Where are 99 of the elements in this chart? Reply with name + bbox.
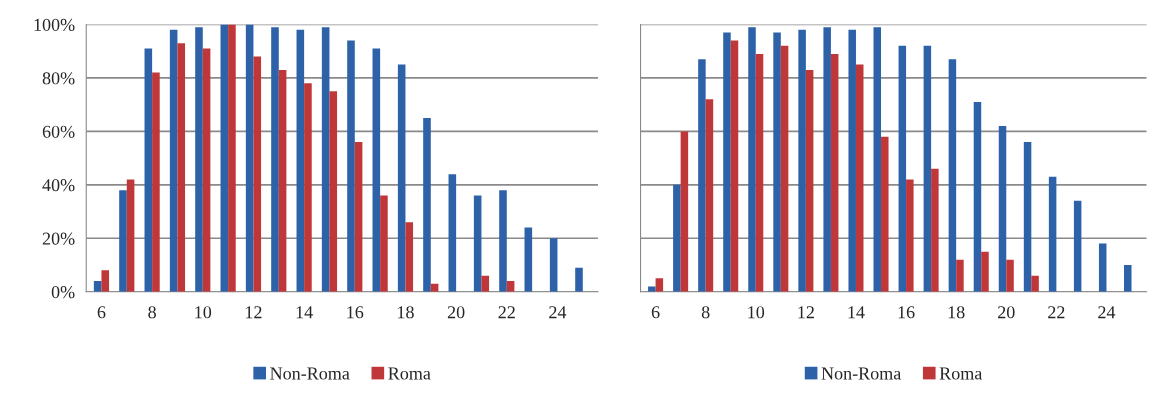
bar — [152, 72, 160, 292]
bar — [923, 45, 932, 292]
bar — [405, 222, 414, 292]
x-tick-label: 12 — [798, 306, 814, 319]
bar — [881, 136, 889, 292]
bar — [773, 32, 781, 292]
bar — [805, 69, 814, 292]
x-tick-label: 8 — [148, 306, 156, 319]
bar — [948, 59, 957, 292]
bar — [1124, 265, 1132, 292]
bar — [220, 24, 229, 292]
legend-label: Roma — [388, 367, 431, 380]
bar — [1098, 243, 1107, 292]
bar — [499, 190, 507, 292]
bar — [780, 45, 789, 292]
bar — [1048, 176, 1057, 292]
bar — [898, 45, 907, 292]
bar — [549, 238, 558, 292]
bar — [195, 27, 203, 292]
bar — [723, 32, 731, 292]
bar — [380, 195, 388, 292]
bar — [481, 275, 490, 292]
legend-label: Non-Roma — [821, 367, 902, 380]
bar — [680, 131, 689, 292]
bar — [448, 174, 457, 292]
x-tick-label: 24 — [1098, 306, 1116, 319]
bar — [748, 27, 756, 292]
bar — [1031, 275, 1039, 292]
bar — [956, 259, 964, 292]
bar — [655, 278, 664, 292]
bar — [981, 251, 989, 292]
x-tick-label: 10 — [195, 306, 212, 319]
bar — [278, 69, 287, 292]
bar — [473, 195, 482, 292]
bar — [1023, 142, 1032, 292]
bar — [830, 53, 839, 292]
x-tick-label: 6 — [651, 306, 660, 319]
bar — [169, 29, 178, 292]
bar — [126, 179, 135, 292]
bar — [253, 56, 262, 292]
x-tick-label: 8 — [701, 306, 710, 319]
bar — [245, 24, 254, 292]
legend-label: Roma — [939, 367, 983, 380]
bar — [998, 126, 1007, 292]
bar — [730, 40, 739, 292]
bar — [177, 43, 186, 292]
y-tick-label: 100% — [34, 18, 75, 31]
bar — [648, 286, 656, 292]
bar — [755, 53, 764, 292]
bar — [329, 91, 338, 292]
x-tick-label: 14 — [296, 306, 313, 319]
bar — [296, 29, 305, 292]
y-tick-label: 20% — [42, 232, 75, 245]
bar — [347, 40, 355, 292]
x-tick-label: 12 — [246, 306, 262, 319]
x-tick-label: 16 — [347, 306, 364, 319]
bar — [575, 267, 583, 292]
bar — [873, 27, 882, 292]
x-tick-label: 10 — [748, 306, 765, 319]
x-tick-label: 22 — [1048, 306, 1065, 319]
legend-label: Non-Roma — [270, 367, 350, 380]
y-tick-label: 0% — [51, 285, 75, 299]
x-tick-label: 22 — [498, 306, 515, 319]
x-tick-label: 18 — [398, 306, 414, 319]
bar — [397, 64, 406, 292]
bar — [823, 27, 831, 292]
y-tick-label: 40% — [42, 179, 75, 192]
x-tick-label: 20 — [998, 306, 1015, 319]
bar — [931, 168, 939, 292]
bar — [202, 48, 211, 292]
bar — [304, 83, 312, 292]
bar — [228, 24, 236, 292]
x-tick-label: 16 — [898, 306, 915, 319]
bar — [906, 179, 914, 292]
bar — [705, 99, 714, 292]
bar — [144, 48, 153, 292]
bar — [423, 118, 431, 292]
y-tick-label: 80% — [42, 72, 75, 85]
x-tick-label: 18 — [948, 306, 965, 319]
bar — [321, 27, 330, 292]
bar — [673, 184, 681, 292]
bar — [101, 270, 110, 292]
bar — [524, 227, 533, 292]
bar — [271, 27, 279, 292]
bar — [119, 190, 127, 292]
bar — [354, 142, 363, 292]
x-tick-label: 24 — [549, 306, 567, 319]
bar — [698, 59, 706, 292]
x-tick-label: 6 — [97, 306, 106, 319]
bar — [848, 29, 856, 292]
bar — [1073, 200, 1082, 292]
bar — [855, 64, 864, 292]
bar — [372, 48, 381, 292]
x-tick-label: 20 — [447, 306, 465, 319]
y-tick-label: 60% — [42, 125, 75, 138]
bar — [1006, 259, 1014, 292]
bar — [973, 101, 982, 292]
bar — [798, 29, 806, 292]
x-tick-label: 14 — [848, 306, 865, 319]
